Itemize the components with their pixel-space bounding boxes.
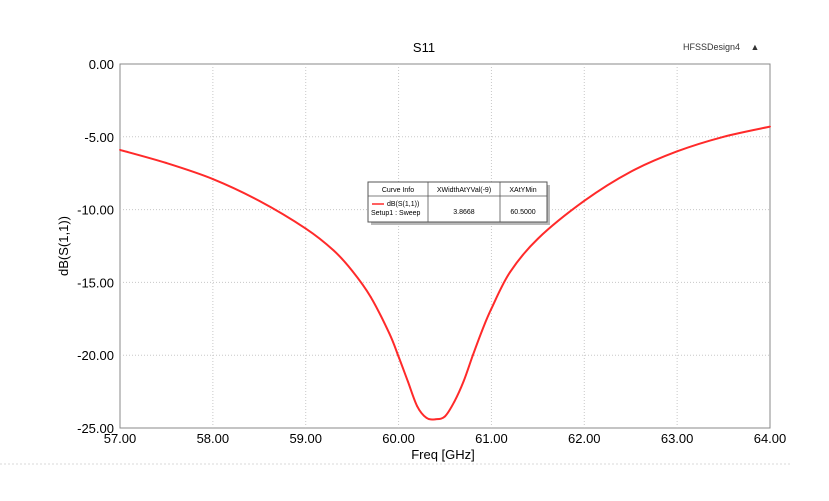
data-point	[471, 354, 474, 357]
marker-legend-table[interactable]: Curve Info XWidthAtYVal(-9) XAtYMin dB(S…	[367, 181, 550, 225]
x-tick-label: 64.00	[754, 431, 787, 446]
design-marker-icon[interactable]: ▲	[751, 42, 760, 52]
data-point	[165, 162, 168, 164]
chart-title: S11	[413, 40, 435, 55]
legend-xatymin-value: 60.5000	[510, 209, 535, 216]
y-tick-label: -25.00	[77, 421, 114, 436]
legend-header-curve-info: Curve Info	[382, 187, 414, 194]
data-point	[304, 227, 307, 230]
data-point	[406, 380, 409, 383]
data-point	[434, 418, 437, 421]
data-point	[444, 415, 446, 418]
design-name: HFSSDesign4	[683, 42, 740, 52]
data-point	[369, 296, 372, 298]
legend-box	[367, 181, 548, 223]
data-point	[481, 329, 484, 332]
x-tick-label: 62.00	[568, 431, 601, 446]
x-tick-labels: 57.00 58.00 59.00 60.00 61.00 62.00 63.00 64.00	[104, 431, 787, 446]
x-axis-label: Freq [GHz]	[411, 447, 475, 462]
data-point	[211, 178, 214, 180]
legend-series-name: dB(S(1,1))	[387, 201, 419, 208]
data-point	[453, 400, 456, 403]
data-point	[388, 332, 391, 335]
y-tick-label: 0.00	[89, 57, 114, 72]
data-point	[722, 135, 725, 138]
legend-setup: Setup1 : Sweep	[371, 210, 421, 217]
legend-header-xatymin: XAtYMin	[509, 187, 536, 194]
y-tick-label: -10.00	[77, 203, 114, 218]
data-point	[536, 237, 539, 240]
curves	[119, 125, 771, 421]
data-point	[351, 269, 354, 272]
data-point	[416, 405, 419, 408]
data-point	[332, 249, 335, 252]
x-tick-label: 63.00	[661, 431, 694, 446]
y-axis-label: dB(S(1,1))	[56, 216, 71, 276]
legend-width-value: 3.8668	[453, 209, 475, 216]
data-point	[425, 416, 428, 419]
data-point	[629, 170, 632, 173]
x-tick-label: 61.00	[475, 431, 508, 446]
y-tick-label: -15.00	[77, 275, 114, 290]
y-tick-label: -5.00	[84, 130, 114, 145]
x-tick-label: 57.00	[104, 431, 137, 446]
x-tick-label: 60.00	[382, 431, 415, 446]
data-point	[490, 307, 493, 310]
data-point	[769, 125, 771, 128]
legend-header-width: XWidthAtYVal(-9)	[437, 187, 491, 194]
data-point	[676, 150, 679, 153]
x-tick-label: 58.00	[197, 431, 230, 446]
x-tick-label: 59.00	[289, 431, 322, 446]
data-point	[583, 199, 586, 202]
data-point	[258, 199, 261, 202]
plot-area	[119, 63, 771, 429]
data-point	[462, 380, 465, 383]
data-point	[397, 355, 400, 358]
data-point	[119, 149, 121, 151]
data-point	[509, 271, 511, 274]
y-tick-labels: 0.00 -5.00 -10.00 -15.00 -20.00 -25.00	[77, 57, 114, 436]
y-tick-label: -20.00	[77, 348, 114, 363]
